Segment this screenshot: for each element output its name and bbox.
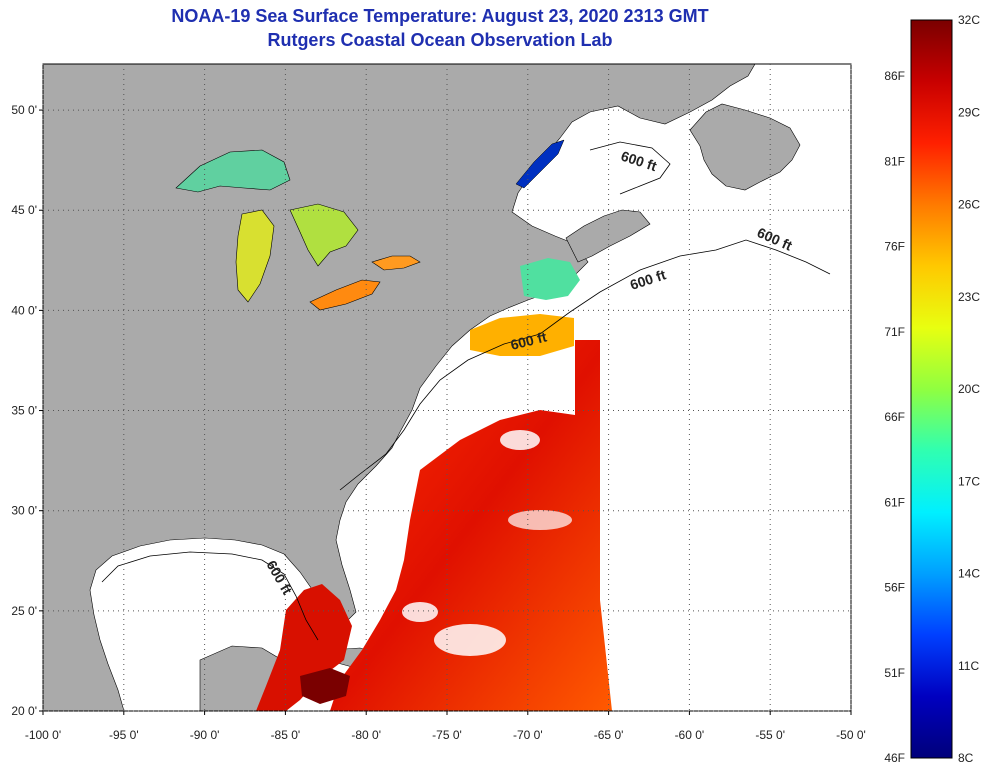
caribbean-hot-core (300, 668, 350, 704)
gulf-of-maine-sst (520, 258, 580, 300)
lon-tick-label: -50 0' (836, 728, 866, 742)
lat-tick-label: 30 0' (11, 504, 37, 518)
lon-tick-label: -75 0' (432, 728, 462, 742)
fahrenheit-label: 46F (884, 751, 905, 765)
cloud-gap (508, 510, 572, 530)
lat-tick-label: 20 0' (11, 704, 37, 718)
lake-michigan (235, 209, 275, 303)
lake-superior (175, 149, 291, 193)
cloud-gap (500, 430, 540, 450)
map-title: NOAA-19 Sea Surface Temperature: August … (171, 6, 709, 26)
lake-erie (309, 279, 381, 311)
lat-tick-label: 45 0' (11, 203, 37, 217)
map-subtitle: Rutgers Coastal Ocean Observation Lab (267, 30, 613, 50)
cloud-gap (434, 624, 506, 656)
lon-tick-label: -55 0' (755, 728, 785, 742)
lon-tick-label: -100 0' (25, 728, 61, 742)
lat-tick-label: 50 0' (11, 103, 37, 117)
lon-tick-label: -95 0' (109, 728, 139, 742)
st-lawrence-estuary (515, 139, 565, 189)
latitude-labels: 50 0' 45 0' 40 0' 35 0' 30 0' 25 0' 20 0' (11, 103, 37, 718)
land-nova-scotia (565, 209, 651, 263)
fahrenheit-label: 76F (884, 240, 905, 254)
celsius-label: 20C (958, 382, 980, 396)
mid-atlantic-sst (470, 314, 574, 356)
land-newfoundland (689, 103, 801, 191)
lon-tick-label: -65 0' (594, 728, 624, 742)
celsius-label: 8C (958, 751, 974, 765)
celsius-label: 17C (958, 474, 980, 488)
lake-ontario (371, 255, 421, 271)
lat-tick-label: 35 0' (11, 404, 37, 418)
fahrenheit-label: 66F (884, 410, 905, 424)
fahrenheit-label: 56F (884, 581, 905, 595)
fahrenheit-label: 71F (884, 325, 905, 339)
lat-tick-label: 25 0' (11, 604, 37, 618)
celsius-label: 32C (958, 13, 980, 27)
fahrenheit-label: 61F (884, 495, 905, 509)
lon-tick-label: -60 0' (675, 728, 705, 742)
sargasso-sst (330, 340, 612, 711)
lake-huron (289, 203, 359, 267)
celsius-label: 11C (958, 659, 979, 673)
fahrenheit-label: 51F (884, 666, 905, 680)
fahrenheit-label: 86F (884, 69, 905, 83)
lon-tick-label: -90 0' (190, 728, 220, 742)
lon-tick-label: -80 0' (351, 728, 381, 742)
lon-tick-label: -70 0' (513, 728, 543, 742)
cloud-gap (402, 602, 438, 622)
land-north-america (43, 64, 756, 711)
isobath-600ft-atlantic (339, 239, 831, 491)
celsius-label: 26C (958, 198, 980, 212)
longitude-labels: -100 0' -95 0' -90 0' -85 0' -80 0' -75 0' -70… (25, 728, 866, 742)
lon-tick-label: -85 0' (271, 728, 301, 742)
lat-tick-label: 40 0' (11, 303, 37, 317)
graticule (39, 64, 852, 715)
eastern-gulf-sst (256, 584, 352, 711)
isobath-600ft-gulf (101, 551, 319, 641)
celsius-label: 14C (958, 567, 980, 581)
celsius-label: 23C (958, 290, 980, 304)
color-scale-bar (910, 19, 953, 759)
fahrenheit-label: 81F (884, 154, 905, 168)
celsius-label: 29C (958, 105, 980, 119)
isobath-600ft-north (589, 141, 671, 195)
